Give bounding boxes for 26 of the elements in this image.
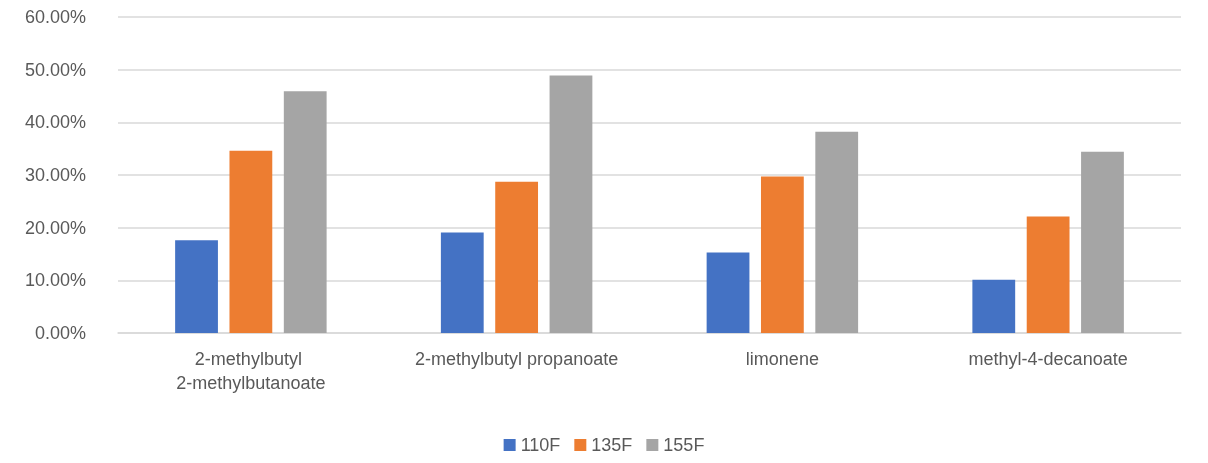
legend-label: 135F [591, 435, 633, 455]
y-tick-label: 20.00% [24, 217, 86, 238]
x-tick-label: 2-methylbutyl propanoate [415, 349, 619, 369]
y-tick-label: 10.00% [24, 270, 86, 291]
legend-label: 155F [663, 435, 705, 455]
bar [1081, 151, 1124, 333]
bar [175, 240, 218, 333]
bar [549, 75, 593, 333]
bar [815, 131, 859, 333]
y-tick-label: 0.00% [34, 323, 86, 343]
y-tick-label: 30.00% [24, 165, 86, 185]
bar [760, 176, 804, 333]
x-tick-label: limonene [745, 349, 819, 369]
x-tick-label: 2-methylbutyl 2-methylbutanoate [176, 349, 326, 393]
y-tick-label: 40.00% [24, 112, 86, 133]
y-tick-label: 50.00% [24, 59, 86, 80]
bar [972, 279, 1016, 333]
bar [283, 91, 327, 333]
bar [440, 232, 484, 333]
bar [229, 150, 273, 333]
bar [1026, 216, 1070, 333]
legend-label: 110F [520, 435, 561, 455]
x-tick-label: methyl-4-decanoate [968, 349, 1128, 369]
y-tick-label: 60.00% [24, 7, 86, 27]
bar [706, 252, 750, 333]
bar [495, 181, 539, 333]
